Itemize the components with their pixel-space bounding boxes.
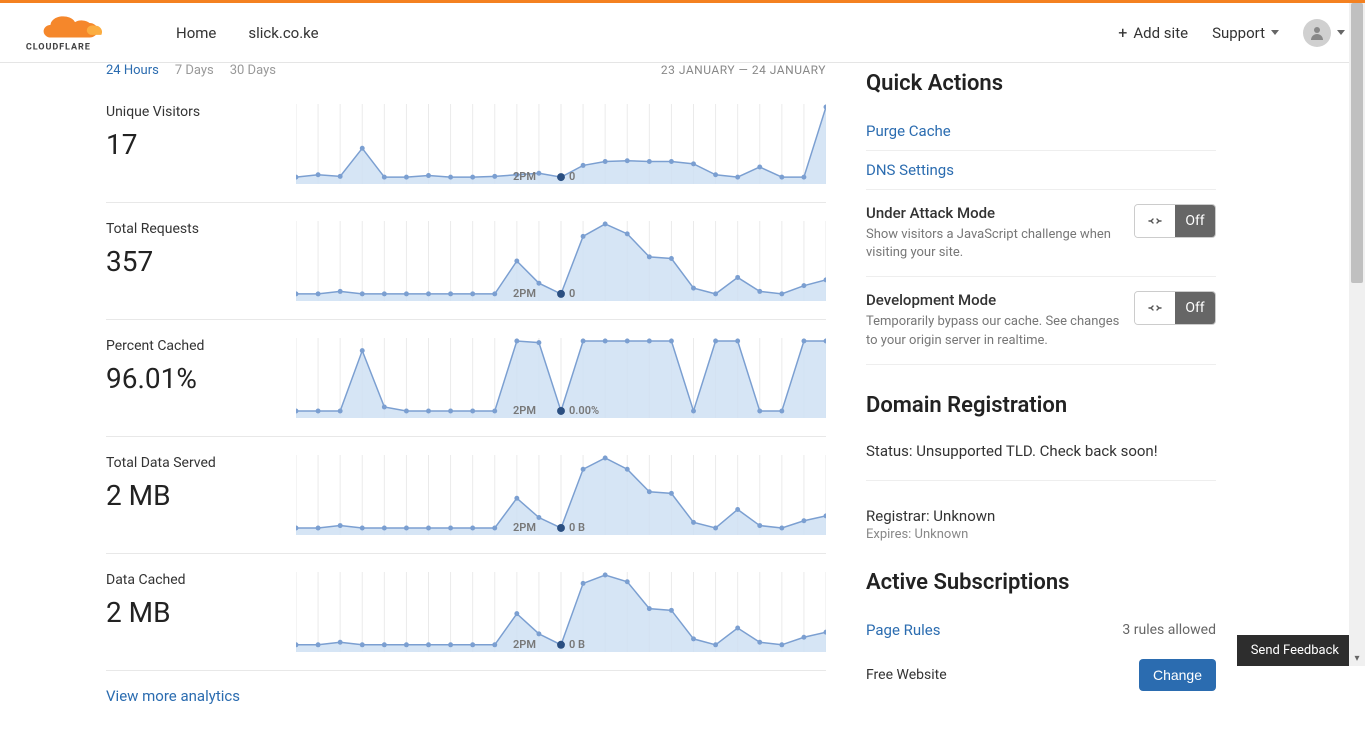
- toggle-state: Off: [1175, 205, 1215, 237]
- scroll-down-icon[interactable]: ▾: [1349, 650, 1365, 666]
- metric-chart: 2PM0: [296, 104, 826, 184]
- free-website-label: Free Website: [866, 667, 947, 683]
- metric-value: 2 MB: [106, 596, 296, 629]
- send-feedback-button[interactable]: Send Feedback: [1237, 635, 1353, 666]
- under-attack-mode-toggle[interactable]: Off: [1134, 204, 1216, 238]
- metric-chart: 2PM0 B: [296, 572, 826, 652]
- domain-registrar: Registrar: Unknown: [866, 507, 1216, 525]
- svg-text:CLOUDFLARE: CLOUDFLARE: [26, 42, 91, 52]
- plus-icon: +: [1118, 23, 1127, 42]
- toggle-slider-icon: [1135, 205, 1175, 237]
- domain-status: Status: Unsupported TLD. Check back soon…: [866, 434, 1216, 468]
- nav-site[interactable]: slick.co.ke: [232, 24, 334, 42]
- time-range-tabs: 24 Hours 7 Days 30 Days: [106, 63, 276, 78]
- metric-value: 357: [106, 245, 296, 278]
- add-site-button[interactable]: + Add site: [1118, 23, 1188, 42]
- chevron-down-icon: [1337, 30, 1345, 35]
- quick-actions-title: Quick Actions: [866, 71, 1216, 96]
- active-subscriptions-title: Active Subscriptions: [866, 570, 1216, 595]
- scrollbar-thumb[interactable]: [1351, 3, 1363, 283]
- avatar-icon: [1303, 19, 1331, 47]
- header: CLOUDFLARE Home slick.co.ke + Add site S…: [0, 3, 1365, 63]
- metric-value: 17: [106, 128, 296, 161]
- analytics-panel: 24 Hours 7 Days 30 Days 23 JANUARY — 24 JA…: [106, 63, 866, 729]
- under-attack-mode-row: Under Attack Mode Show visitors a JavaScr…: [866, 190, 1216, 277]
- mode-desc: Temporarily bypass our cache. See change…: [866, 313, 1122, 349]
- metric-title: Percent Cached: [106, 338, 296, 354]
- toggle-state: Off: [1175, 292, 1215, 324]
- mode-title: Under Attack Mode: [866, 204, 1122, 222]
- metric-percent-cached: Percent Cached 96.01%2PM0.00%: [106, 320, 826, 437]
- cloudflare-logo[interactable]: CLOUDFLARE: [20, 13, 130, 53]
- development-mode-toggle[interactable]: Off: [1134, 291, 1216, 325]
- development-mode-row: Development Mode Temporarily bypass our c…: [866, 277, 1216, 364]
- mode-desc: Show visitors a JavaScript challenge whe…: [866, 226, 1122, 262]
- metric-title: Total Data Served: [106, 455, 296, 471]
- toggle-slider-icon: [1135, 292, 1175, 324]
- subscription-row: Page Rules 3 rules allowed: [866, 611, 1216, 649]
- time-tab-7-days[interactable]: 7 Days: [175, 63, 214, 78]
- support-label: Support: [1212, 24, 1265, 42]
- metric-data-cached: Data Cached 2 MB2PM0 B: [106, 554, 826, 671]
- nav-home[interactable]: Home: [160, 24, 232, 42]
- add-site-label: Add site: [1133, 24, 1188, 42]
- change-plan-button[interactable]: Change: [1139, 659, 1216, 691]
- dns-settings-link[interactable]: DNS Settings: [866, 151, 1216, 190]
- date-range: 23 JANUARY — 24 JANUARY: [661, 63, 826, 77]
- account-menu[interactable]: [1303, 19, 1345, 47]
- metric-title: Unique Visitors: [106, 104, 296, 120]
- metric-total-requests: Total Requests 3572PM0: [106, 203, 826, 320]
- mode-title: Development Mode: [866, 291, 1122, 309]
- metric-title: Data Cached: [106, 572, 296, 588]
- domain-expires: Expires: Unknown: [866, 527, 1216, 542]
- purge-cache-link[interactable]: Purge Cache: [866, 112, 1216, 151]
- metric-value: 2 MB: [106, 479, 296, 512]
- domain-registration-title: Domain Registration: [866, 393, 1216, 418]
- metric-title: Total Requests: [106, 221, 296, 237]
- view-more-analytics-link[interactable]: View more analytics: [106, 687, 826, 705]
- active-subscriptions-section: Active Subscriptions Page Rules 3 rules a…: [866, 570, 1216, 701]
- metric-value: 96.01%: [106, 362, 296, 395]
- domain-registration-section: Domain Registration Status: Unsupported …: [866, 393, 1216, 542]
- metric-chart: 2PM0 B: [296, 455, 826, 535]
- support-menu[interactable]: Support: [1212, 24, 1279, 42]
- time-tab-30-days[interactable]: 30 Days: [230, 63, 276, 78]
- metric-chart: 2PM0.00%: [296, 338, 826, 418]
- metric-unique-visitors: Unique Visitors 172PM0: [106, 86, 826, 203]
- metric-chart: 2PM0: [296, 221, 826, 301]
- time-tab-24-hours[interactable]: 24 Hours: [106, 63, 159, 78]
- metric-total-data-served: Total Data Served 2 MB2PM0 B: [106, 437, 826, 554]
- chevron-down-icon: [1271, 30, 1279, 35]
- scrollbar[interactable]: ▴ ▾: [1349, 3, 1365, 666]
- subscription-note: 3 rules allowed: [1122, 622, 1216, 638]
- quick-actions-section: Quick Actions Purge CacheDNS Settings Un…: [866, 71, 1216, 365]
- page-rules-link[interactable]: Page Rules: [866, 621, 941, 639]
